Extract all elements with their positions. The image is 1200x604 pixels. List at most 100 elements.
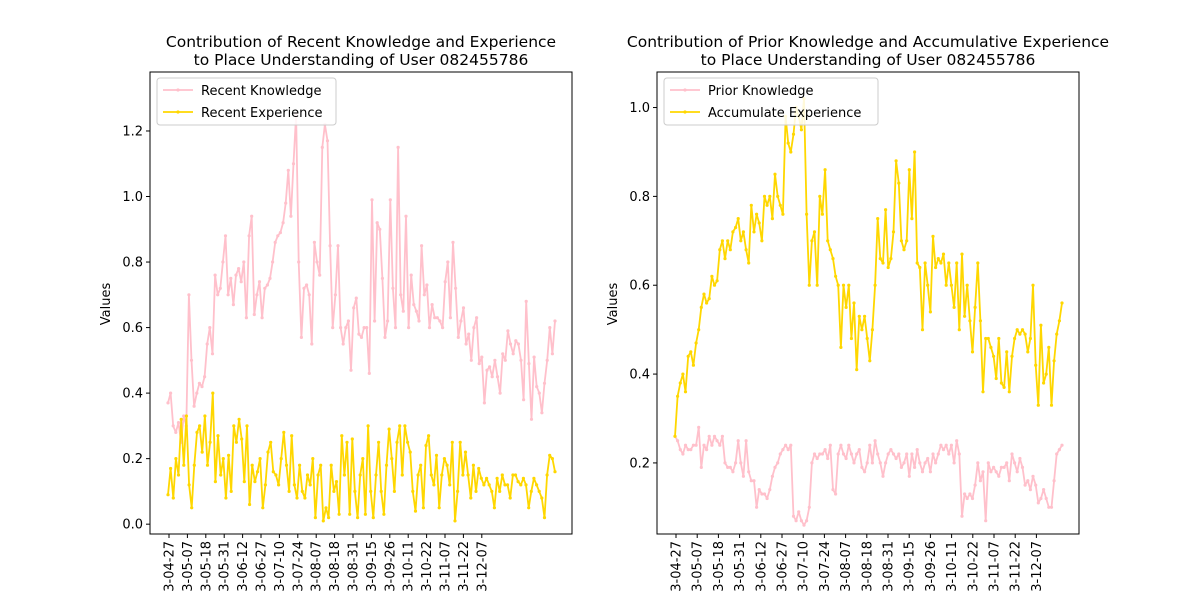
right-point-accumulate-experience-37 xyxy=(770,217,775,221)
right-point-prior-knowledge-91 xyxy=(913,465,917,469)
left-point-recent-knowledge-71 xyxy=(352,306,356,310)
left-point-recent-knowledge-108 xyxy=(448,316,452,320)
left-point-recent-knowledge-61 xyxy=(325,139,330,143)
right-point-accumulate-experience-43 xyxy=(786,141,790,145)
right-point-prior-knowledge-133 xyxy=(1023,483,1027,487)
left-point-recent-knowledge-73 xyxy=(357,332,361,336)
right-point-accumulate-experience-90 xyxy=(910,217,914,221)
right-point-prior-knowledge-144 xyxy=(1052,479,1056,483)
left-series-line-recent-experience xyxy=(167,392,556,522)
left-point-recent-experience-140 xyxy=(535,483,539,487)
right-point-accumulate-experience-7 xyxy=(691,363,696,367)
right-point-accumulate-experience-105 xyxy=(949,283,954,287)
left-point-recent-experience-9 xyxy=(190,506,194,510)
right-point-prior-knowledge-136 xyxy=(1031,474,1035,478)
left-point-recent-knowledge-62 xyxy=(328,244,332,248)
right-point-prior-knowledge-50 xyxy=(805,519,809,523)
left-ytick-label-2: 0.4 xyxy=(122,387,143,402)
left-point-recent-knowledge-36 xyxy=(260,316,264,320)
right-point-prior-knowledge-98 xyxy=(931,452,935,456)
right-point-accumulate-experience-146 xyxy=(1057,319,1061,323)
left-point-recent-knowledge-59 xyxy=(320,145,324,149)
right-point-accumulate-experience-66 xyxy=(847,283,851,287)
right-point-accumulate-experience-143 xyxy=(1049,403,1054,407)
left-point-recent-knowledge-63 xyxy=(331,326,335,330)
left-point-recent-experience-97 xyxy=(421,506,425,510)
left-point-recent-experience-113 xyxy=(463,450,468,454)
right-point-prior-knowledge-101 xyxy=(939,443,943,447)
right-point-accumulate-experience-95 xyxy=(923,261,927,265)
left-point-recent-knowledge-96 xyxy=(417,319,421,323)
left-point-recent-experience-60 xyxy=(324,506,328,510)
left-point-recent-experience-98 xyxy=(424,443,428,448)
right-point-accumulate-experience-57 xyxy=(823,168,827,172)
right-point-accumulate-experience-64 xyxy=(841,283,846,287)
right-point-prior-knowledge-143 xyxy=(1049,505,1054,509)
right-point-accumulate-experience-142 xyxy=(1047,345,1051,349)
left-point-recent-knowledge-78 xyxy=(370,198,374,202)
left-point-recent-experience-108 xyxy=(450,440,454,444)
right-point-accumulate-experience-124 xyxy=(999,381,1004,385)
right-point-accumulate-experience-20 xyxy=(726,239,730,243)
right-point-accumulate-experience-1 xyxy=(676,394,680,398)
right-point-prior-knowledge-94 xyxy=(920,470,925,474)
left-point-recent-experience-4 xyxy=(176,473,181,477)
right-point-accumulate-experience-39 xyxy=(776,194,780,198)
left-xtick-label-0: 3-04-27 xyxy=(163,541,178,592)
right-point-prior-knowledge-129 xyxy=(1013,461,1017,465)
right-point-accumulate-experience-27 xyxy=(744,248,748,252)
right-point-prior-knowledge-131 xyxy=(1018,456,1022,461)
right-point-accumulate-experience-126 xyxy=(1005,350,1009,354)
left-point-recent-experience-93 xyxy=(411,489,415,493)
left-point-recent-knowledge-30 xyxy=(244,316,248,320)
right-point-accumulate-experience-131 xyxy=(1018,332,1022,336)
left-point-recent-experience-70 xyxy=(350,437,354,441)
left-point-recent-knowledge-109 xyxy=(451,240,455,244)
right-point-accumulate-experience-117 xyxy=(981,390,985,394)
right-point-prior-knowledge-121 xyxy=(992,465,996,469)
left-point-recent-knowledge-3 xyxy=(174,430,178,434)
right-point-accumulate-experience-83 xyxy=(891,230,896,234)
left-point-recent-knowledge-113 xyxy=(461,306,466,310)
left-legend-marker-recent-knowledge xyxy=(176,88,180,92)
right-point-prior-knowledge-108 xyxy=(957,452,961,456)
left-point-recent-experience-129 xyxy=(506,483,510,487)
left-point-recent-knowledge-77 xyxy=(367,371,371,375)
left-point-recent-experience-63 xyxy=(332,489,336,493)
right-point-prior-knowledge-141 xyxy=(1044,496,1048,501)
right-point-accumulate-experience-128 xyxy=(1010,354,1014,358)
left-point-recent-experience-53 xyxy=(305,473,310,477)
right-series-line-accumulate-experience xyxy=(674,97,1063,437)
left-point-recent-experience-66 xyxy=(340,434,344,438)
right-point-prior-knowledge-29 xyxy=(749,479,753,483)
left-point-recent-experience-8 xyxy=(187,483,191,487)
right-point-accumulate-experience-14 xyxy=(710,274,714,278)
right-point-accumulate-experience-67 xyxy=(849,336,854,341)
right-point-accumulate-experience-18 xyxy=(720,239,725,243)
right-point-prior-knowledge-25 xyxy=(739,461,743,465)
left-point-recent-knowledge-39 xyxy=(268,276,272,280)
right-point-prior-knowledge-46 xyxy=(794,519,798,523)
left-point-recent-experience-117 xyxy=(474,489,478,493)
left-point-recent-experience-84 xyxy=(387,427,391,431)
right-point-accumulate-experience-53 xyxy=(812,230,817,234)
left-point-recent-knowledge-66 xyxy=(339,326,343,330)
right-point-prior-knowledge-15 xyxy=(712,434,717,438)
right-point-prior-knowledge-41 xyxy=(781,448,785,452)
left-point-recent-knowledge-128 xyxy=(501,352,505,356)
right-xtick-label-0: 3-04-27 xyxy=(670,541,685,592)
right-point-accumulate-experience-44 xyxy=(789,150,793,154)
left-point-recent-knowledge-16 xyxy=(208,326,212,330)
right-point-prior-knowledge-134 xyxy=(1026,479,1030,483)
right-point-prior-knowledge-62 xyxy=(836,452,840,456)
left-point-recent-experience-37 xyxy=(263,483,267,487)
right-point-accumulate-experience-72 xyxy=(863,314,867,318)
left-point-recent-experience-76 xyxy=(366,424,370,428)
right-point-accumulate-experience-107 xyxy=(955,261,959,265)
right-point-accumulate-experience-110 xyxy=(963,314,967,318)
left-chart-legend-box xyxy=(156,77,337,126)
left-point-recent-experience-64 xyxy=(334,480,339,484)
right-point-prior-knowledge-79 xyxy=(881,474,885,478)
left-point-recent-experience-131 xyxy=(511,473,515,477)
right-point-prior-knowledge-102 xyxy=(941,448,946,452)
